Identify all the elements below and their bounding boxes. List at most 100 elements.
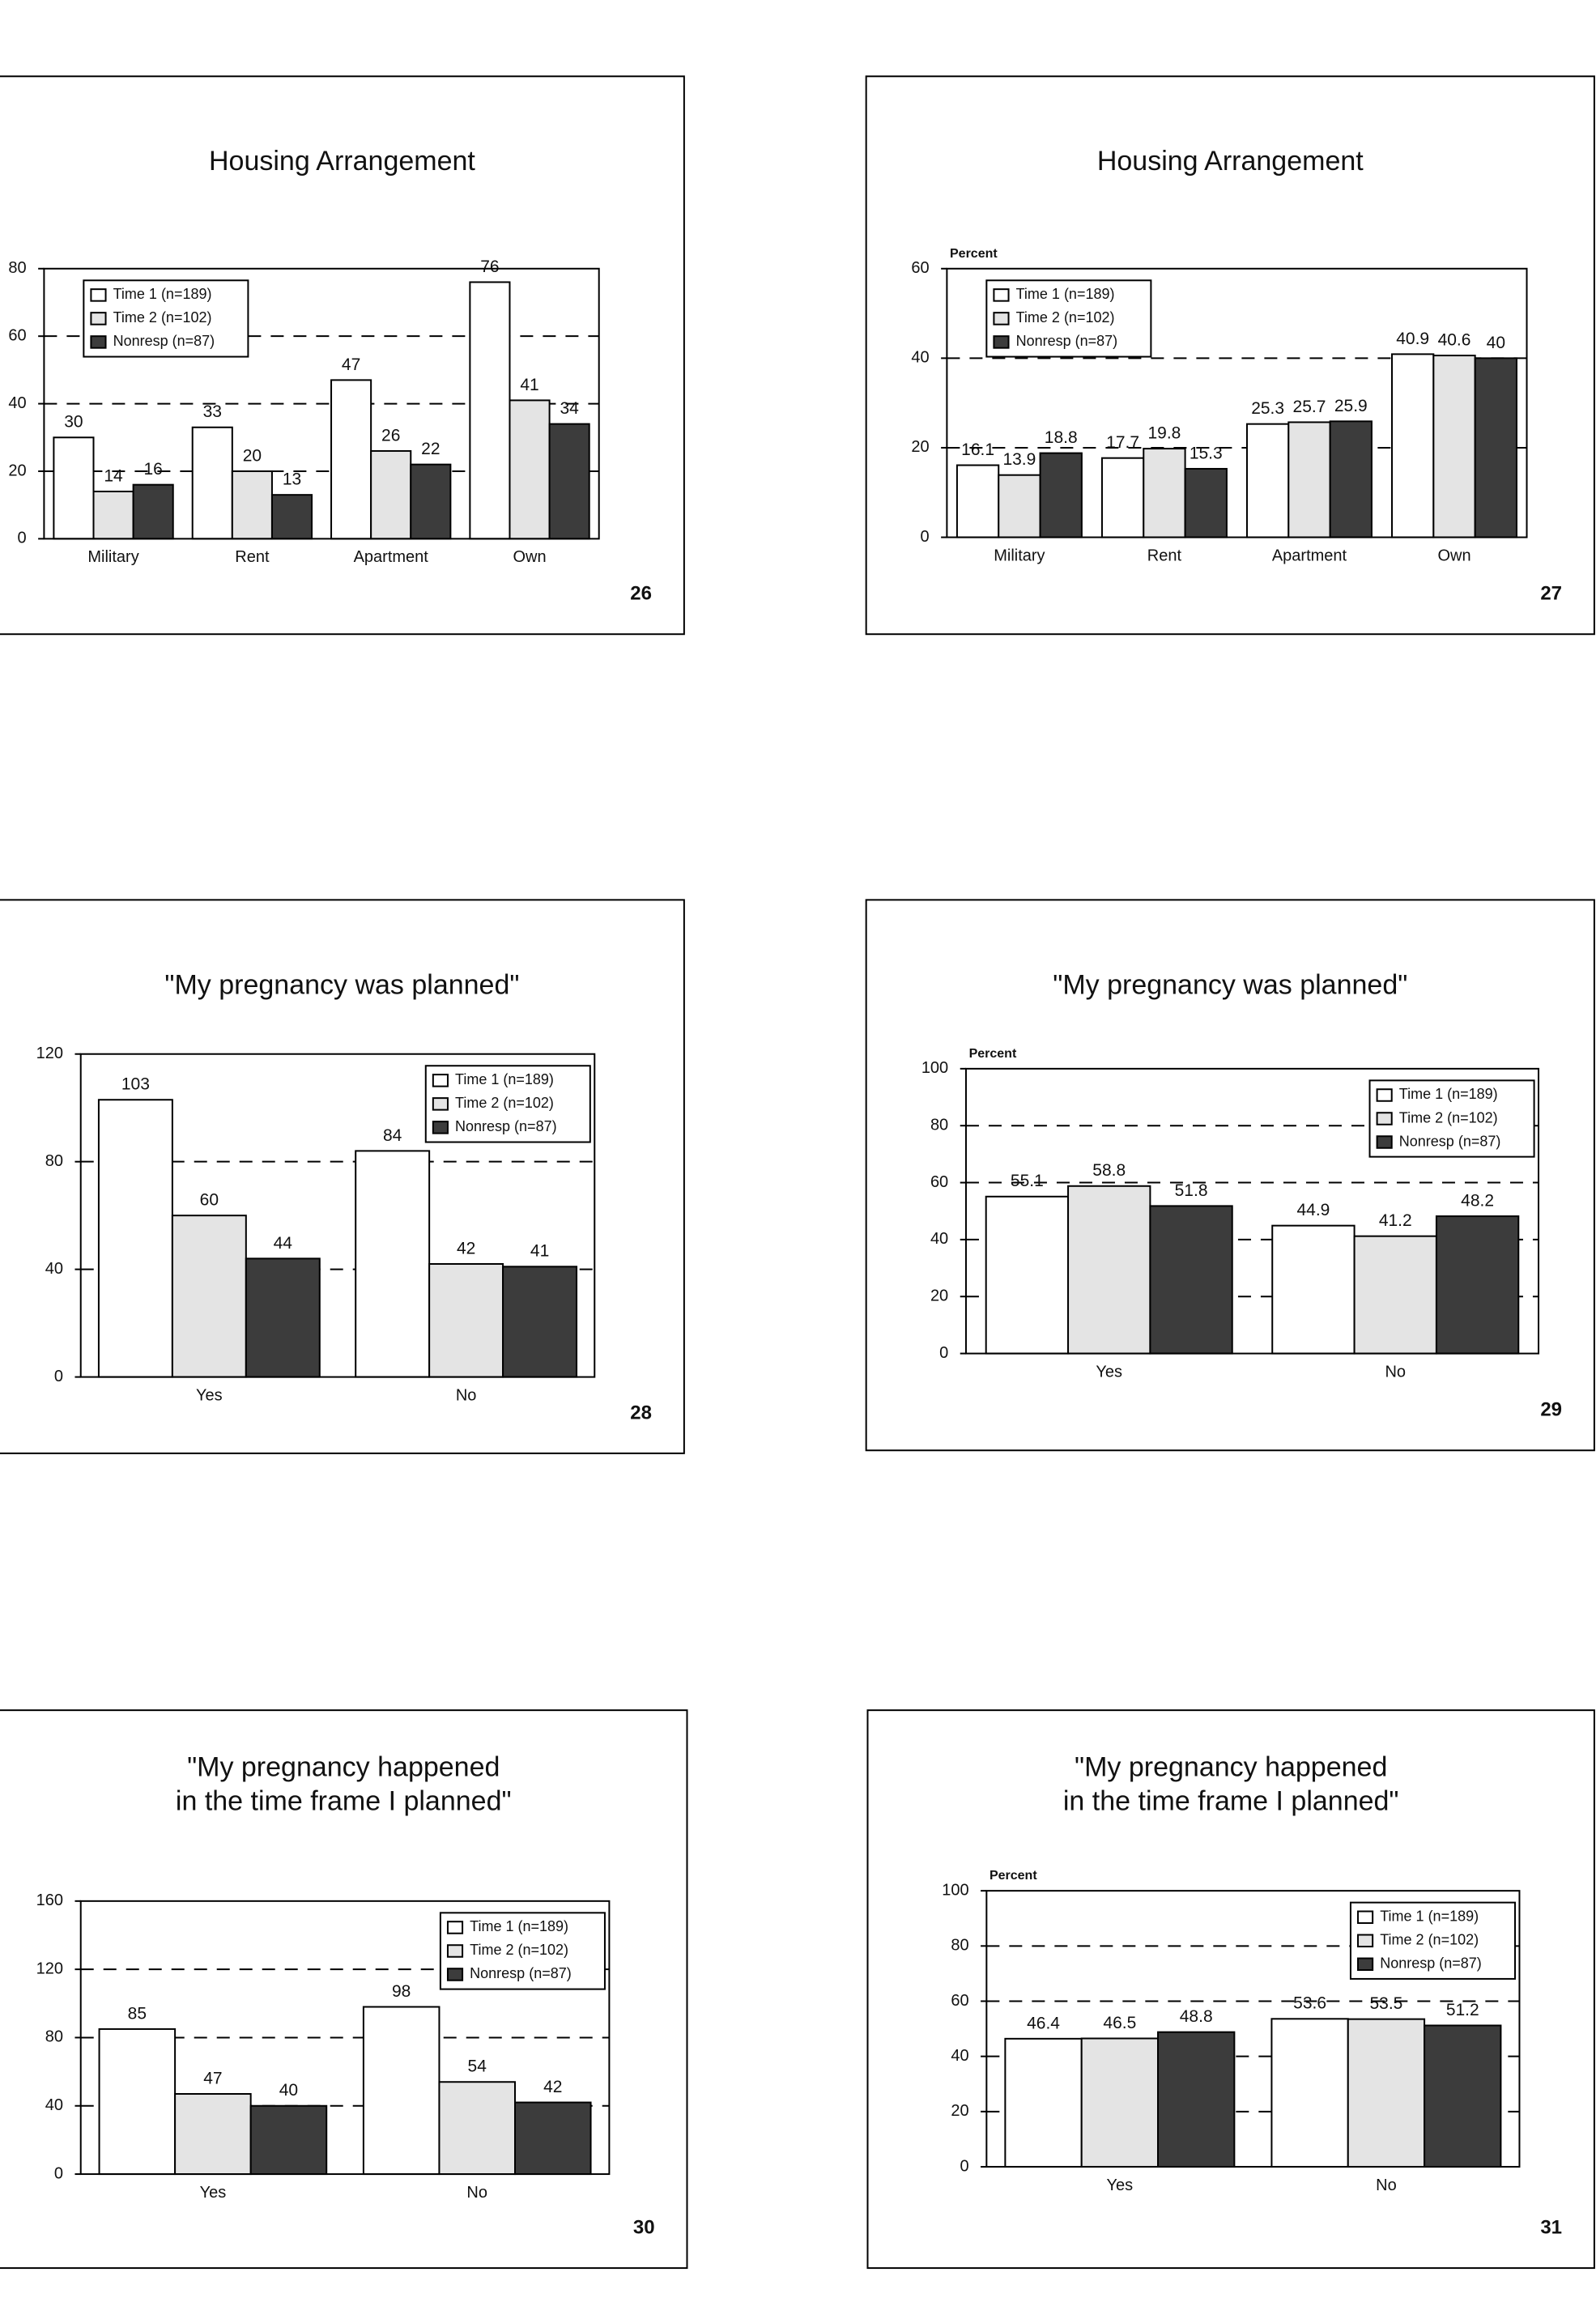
bar: [509, 399, 551, 540]
x-tick-label: Yes: [196, 1386, 223, 1404]
bar: [174, 2092, 252, 2176]
data-label: 15.3: [1190, 444, 1223, 462]
y-tick-label: 100: [921, 1059, 948, 1077]
legend-label: Time 1 (n=189): [113, 286, 212, 302]
data-label: 25.9: [1334, 397, 1368, 415]
slide-frame: [0, 899, 685, 1454]
y-tick-label: 20: [930, 1287, 948, 1305]
y-tick-label: 100: [942, 1881, 968, 1899]
y-tick-label: 80: [951, 1937, 968, 1955]
legend-swatch: [1357, 1957, 1374, 1972]
y-tick-label: 160: [36, 1891, 63, 1909]
y-tick-label: 60: [911, 259, 929, 277]
bar: [191, 426, 233, 540]
data-label: 44: [274, 1234, 293, 1253]
bar: [1435, 1215, 1520, 1355]
legend-label: Time 1 (n=189): [470, 1918, 568, 1934]
bar: [1391, 353, 1435, 538]
data-label: 53.5: [1369, 1994, 1402, 2013]
bar: [955, 464, 1000, 538]
bar: [1353, 1235, 1437, 1355]
chart-title: "My pregnancy was planned": [164, 969, 519, 1000]
data-label: 58.8: [1092, 1161, 1126, 1180]
legend-swatch: [90, 335, 107, 349]
data-label: 18.8: [1045, 428, 1078, 447]
legend-label: Nonresp (n=87): [1380, 1955, 1482, 1972]
y-tick-label: 40: [930, 1230, 948, 1248]
bar: [469, 281, 511, 540]
y-tick-label: 40: [45, 2096, 63, 2114]
bar: [270, 494, 313, 540]
y-tick-label: 60: [951, 1992, 968, 2010]
bar: [1271, 1224, 1356, 1355]
data-label: 54: [468, 2057, 487, 2076]
bar: [245, 1257, 321, 1378]
bar: [438, 2081, 517, 2176]
x-tick-label: Own: [513, 548, 546, 566]
bar: [1143, 448, 1186, 538]
y-tick-label: 0: [921, 528, 930, 546]
legend-label: Nonresp (n=87): [113, 333, 215, 349]
legend-label: Time 1 (n=189): [1380, 1908, 1479, 1925]
legend-label: Time 2 (n=102): [470, 1942, 568, 1958]
bar: [1157, 2031, 1236, 2168]
chart-title: in the time frame I planned": [1063, 1785, 1399, 1816]
data-label: 40: [1487, 334, 1505, 352]
x-tick-label: Apartment: [354, 548, 429, 566]
legend-label: Time 2 (n=102): [455, 1095, 554, 1111]
legend-swatch: [90, 288, 107, 302]
bar: [1080, 2037, 1160, 2168]
bar: [1100, 457, 1145, 538]
slide-number: 28: [630, 1402, 652, 1423]
bar: [1004, 2037, 1083, 2168]
bar: [1067, 1185, 1151, 1355]
legend-swatch: [993, 288, 1010, 302]
bar: [97, 1099, 173, 1378]
slide-number: 31: [1540, 2216, 1562, 2238]
x-tick-label: Military: [994, 547, 1045, 564]
y-tick-label: 120: [36, 1045, 63, 1062]
data-label: 60: [200, 1191, 219, 1210]
bar: [92, 490, 134, 540]
legend-swatch: [446, 1944, 464, 1958]
bar: [985, 1195, 1070, 1355]
x-tick-label: Military: [87, 548, 138, 566]
x-tick-label: Yes: [200, 2184, 227, 2202]
slide-number: 26: [630, 583, 652, 605]
legend-swatch: [993, 335, 1010, 349]
data-label: 41: [530, 1242, 549, 1261]
y-tick-label: 0: [54, 2164, 63, 2182]
y-tick-label: 60: [930, 1173, 948, 1191]
data-label: 34: [560, 399, 579, 418]
bar: [1245, 423, 1290, 538]
bar: [370, 449, 412, 540]
data-label: 47: [203, 2069, 222, 2087]
bar: [1432, 355, 1476, 538]
data-label: 85: [128, 2004, 147, 2023]
chart-title: Housing Arrangement: [1097, 146, 1364, 177]
bar: [514, 2101, 592, 2176]
data-label: 13.9: [1002, 450, 1036, 469]
y-tick-label: 80: [45, 1152, 63, 1170]
data-label: 14: [104, 466, 123, 485]
bar: [998, 474, 1041, 538]
bar: [171, 1215, 247, 1378]
data-label: 26: [381, 426, 400, 445]
data-label: 103: [121, 1075, 150, 1094]
data-label: 16: [143, 460, 162, 479]
x-tick-label: No: [466, 2184, 487, 2202]
chart-title: in the time frame I planned": [176, 1785, 512, 1816]
bar: [548, 423, 590, 540]
slide-frame: [0, 75, 685, 636]
y-tick-label: 20: [911, 438, 929, 456]
bar: [53, 436, 95, 540]
legend-swatch: [432, 1097, 449, 1111]
data-label: 40.6: [1438, 330, 1471, 349]
legend-label: Nonresp (n=87): [1399, 1133, 1501, 1149]
bar: [249, 2104, 328, 2176]
chart-title: "My pregnancy happened: [187, 1752, 500, 1783]
bar: [330, 379, 372, 540]
y-axis-label: Percent: [950, 247, 998, 261]
x-tick-label: No: [456, 1386, 477, 1404]
